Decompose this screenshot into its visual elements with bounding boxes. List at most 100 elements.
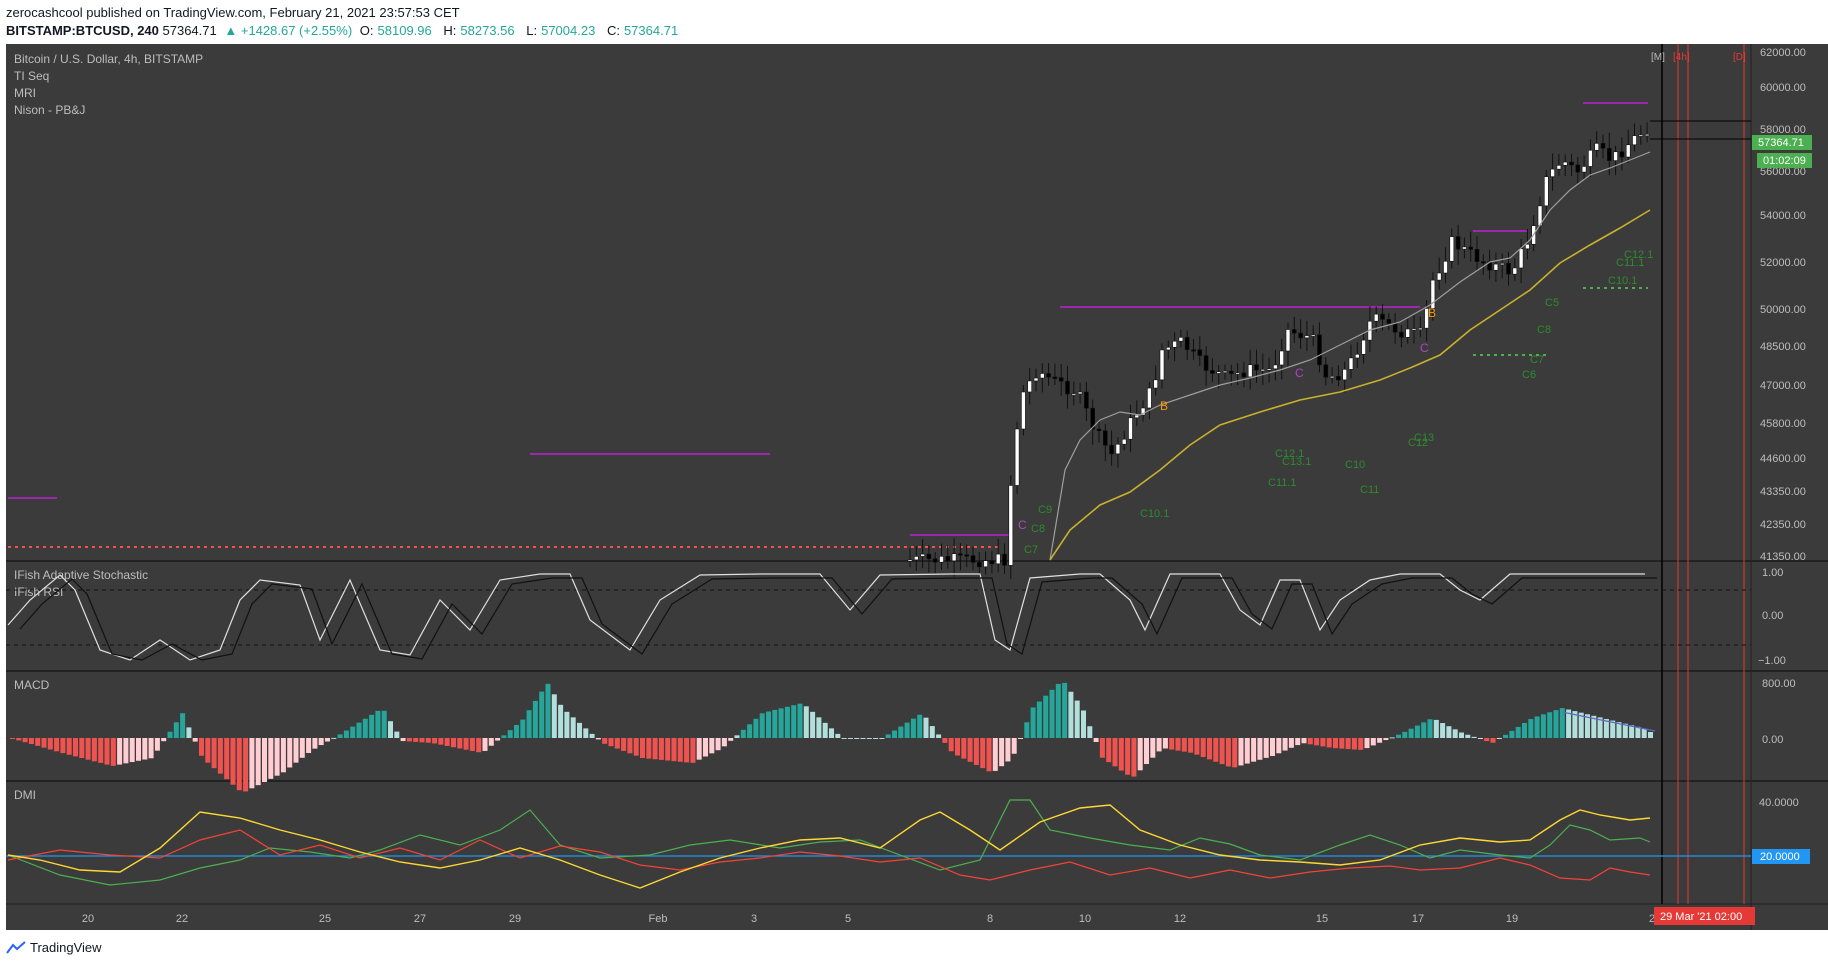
annotation-label: C10 [1345,459,1365,471]
dmi-pane[interactable] [6,782,1751,904]
legend-item-mri[interactable]: MRI [14,86,36,100]
dmi-label[interactable]: DMI [14,788,36,802]
candle [1418,327,1423,330]
macd-bar [791,705,797,738]
countdown-badge-text: 01:02:09 [1763,155,1806,167]
macd-bar [1377,738,1383,743]
time-axis-tick: 15 [1316,913,1328,925]
candle [1210,370,1215,374]
time-axis[interactable]: 20 22 25 27 29 Feb 3 5 8 10 12 15 17 19 2 [82,913,1655,925]
candle [920,553,925,557]
macd-bar [810,711,816,738]
price-axis-tick: 60000.00 [1760,82,1806,94]
macd-bar [551,694,557,738]
price-axis-tick: 54000.00 [1760,210,1806,222]
macd-bar [73,738,78,757]
macd-bar [715,738,721,751]
macd-bar [1011,738,1017,754]
macd-bar [249,738,255,789]
candle [1065,380,1070,395]
dmi-minus-line [7,829,1651,881]
macd-bar [532,700,538,738]
macd-bar [999,738,1005,767]
macd-bar [16,738,22,741]
low-value: 57004.23 [541,23,596,38]
macd-pane[interactable] [6,672,1751,780]
candle [958,553,963,556]
macd-bar [854,738,860,739]
macd-bar [1465,734,1471,738]
annotation-label: C8 [1537,324,1551,336]
macd-bar [665,738,671,761]
candle [1373,313,1379,322]
macd-bar [1263,738,1269,758]
pattern-letter: C [1295,366,1304,380]
price-axis-tick: 41350.00 [1760,551,1806,563]
time-axis-tick: 22 [176,913,188,925]
candle [1260,369,1266,372]
macd-bar [784,706,790,738]
macd-bar [1270,738,1275,756]
macd-bar [772,709,778,738]
candle [989,560,995,565]
macd-bar [1333,738,1338,749]
high-label: H: [443,23,457,38]
candle [1468,246,1473,250]
price-axis[interactable]: 62000.00 60000.00 58000.00 56000.00 54000.00… [1760,47,1806,563]
macd-bar [1081,710,1086,738]
candle [1613,151,1618,161]
macd-bar [47,738,53,750]
candles-group [907,122,1650,579]
ifish-stoch-line [19,577,1657,661]
ifish-pane[interactable] [6,562,1751,670]
macd-bar [721,738,727,747]
macd-bar [1534,716,1540,738]
macd-bar [1610,720,1616,738]
candle [1594,143,1599,151]
macd-bar [1018,738,1023,739]
macd-bar [614,738,620,749]
annotation-label: C12.1 [1275,448,1304,460]
macd-bar [1181,738,1187,752]
time-axis-tick: Feb [649,913,668,925]
candle [951,553,957,562]
adx-line [7,804,1651,889]
macd-bar [709,738,715,754]
time-axis-tick: 3 [751,913,757,925]
tradingview-logo[interactable]: TradingView [6,940,102,955]
macd-axis-tick: 800.00 [1762,678,1796,690]
price-pane[interactable] [6,44,1751,560]
macd-bar [495,738,501,741]
macd-bar [199,738,204,756]
macd-bar [595,738,601,740]
candle [1518,248,1524,269]
macd-bar [986,738,992,772]
macd-label[interactable]: MACD [14,678,50,692]
annotation-label: C11 [1360,484,1379,496]
candle [1002,553,1007,566]
macd-histogram [10,682,1653,792]
macd-bar [1477,738,1483,739]
candle [1392,323,1398,333]
pattern-letter: C [1018,518,1027,532]
legend-item-tiseq[interactable]: TI Seq [14,69,49,83]
candle [1411,328,1417,331]
macd-bar [1566,709,1572,738]
macd-bar [66,738,72,755]
candle [1040,373,1045,379]
candle [1109,444,1114,455]
last-price: 57364.71 [162,23,217,38]
candle [1153,379,1158,389]
legend-item-nison[interactable]: Nison - PB&J [14,103,85,117]
macd-bar [1433,719,1439,738]
price-axis-bg [1751,44,1828,904]
macd-bar [526,710,532,738]
candle [1462,246,1467,250]
osc1-label[interactable]: IFish Adaptive Stochastic [14,568,148,582]
macd-bar [419,738,425,743]
macd-bar [1188,738,1194,753]
chart-header: zerocashcool published on TradingView.co… [6,4,686,40]
symbol-ohlc-line: BITSTAMP:BTCUSD, 240 57364.71 ▲ +1428.67… [6,22,686,40]
macd-bar [1326,738,1332,748]
